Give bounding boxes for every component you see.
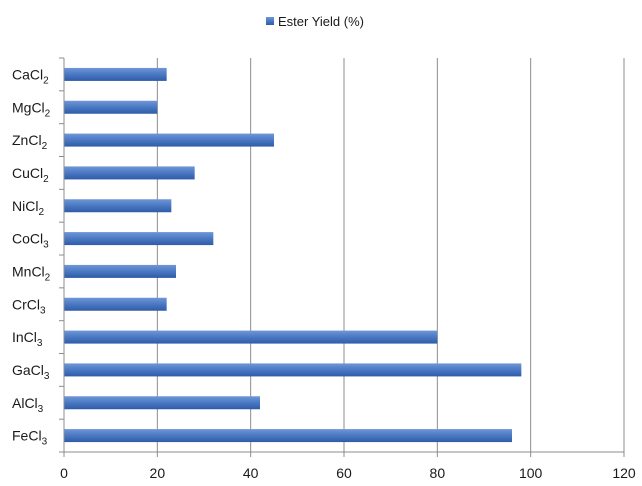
x-tick-label: 20 (150, 465, 166, 481)
bar (64, 363, 522, 377)
y-category-label: CuCl2 (12, 165, 49, 185)
y-category-label: MnCl2 (12, 263, 51, 283)
legend: Ester Yield (%) (266, 14, 364, 29)
x-tick-label: 100 (519, 465, 543, 481)
x-tick-label: 80 (430, 465, 446, 481)
bar (64, 67, 167, 81)
y-category-label: AlCl3 (12, 395, 44, 415)
x-axis-ticks: 0 20 40 60 80 100 120 (60, 465, 636, 481)
bars (64, 67, 522, 443)
bar (64, 429, 512, 443)
y-category-label: NiCl2 (12, 198, 44, 218)
y-category-label: MgCl2 (12, 99, 51, 119)
x-tick-label: 60 (336, 465, 352, 481)
bar (64, 330, 438, 344)
x-tick-label: 120 (612, 465, 636, 481)
legend-label: Ester Yield (%) (278, 14, 364, 29)
bar (64, 232, 214, 246)
bar (64, 264, 176, 278)
y-category-label: CrCl3 (12, 296, 46, 316)
axes (59, 57, 625, 457)
gridlines (156, 58, 625, 452)
y-axis-labels: CaCl2 MgCl2 ZnCl2 CuCl2 NiCl2 CoCl3 MnCl2 CrCl3… (12, 66, 51, 447)
bar (64, 297, 167, 311)
y-category-label: FeCl3 (12, 428, 48, 448)
y-category-label: GaCl3 (12, 362, 50, 382)
bar (64, 133, 274, 147)
y-category-label: InCl3 (12, 329, 43, 349)
bar (64, 396, 260, 410)
y-category-label: ZnCl2 (12, 132, 48, 152)
legend-swatch (266, 17, 274, 25)
y-category-label: CaCl2 (12, 66, 49, 86)
x-tick-label: 0 (60, 465, 68, 481)
y-category-label: CoCl3 (12, 231, 49, 251)
bar (64, 166, 195, 180)
bar (64, 100, 158, 114)
bar (64, 199, 172, 213)
x-tick-label: 40 (243, 465, 259, 481)
